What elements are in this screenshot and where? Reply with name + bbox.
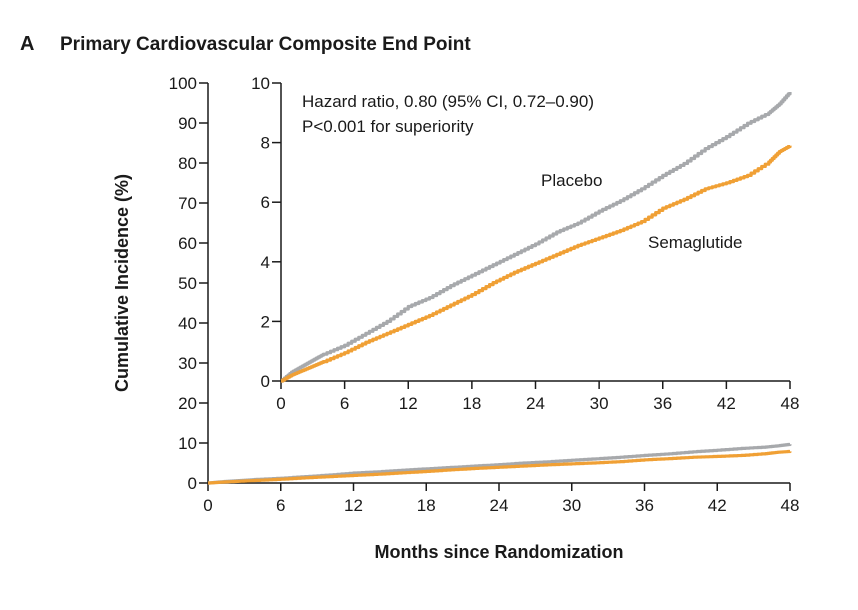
main-y-tick-label: 20: [178, 394, 197, 413]
main-y-tick-label: 80: [178, 154, 197, 173]
series-label-semaglutide: Semaglutide: [648, 233, 743, 252]
main-y-tick-label: 90: [178, 114, 197, 133]
inset-x-tick-label: 42: [717, 394, 736, 413]
main-x-tick-label: 0: [203, 496, 212, 515]
inset-x-tick-label: 48: [781, 394, 800, 413]
main-x-tick-label: 6: [276, 496, 285, 515]
inset-x-tick-label: 18: [462, 394, 481, 413]
inset-y-tick-label: 8: [261, 134, 270, 153]
main-line-semaglutide: [208, 449, 792, 485]
inset-y-tick-label: 2: [261, 312, 270, 331]
inset-y-tick-label: 0: [261, 372, 270, 391]
main-x-tick-label: 30: [562, 496, 581, 515]
hazard-ratio-annotation: Hazard ratio, 0.80 (95% CI, 0.72–0.90): [302, 92, 594, 111]
main-y-tick-label: 50: [178, 274, 197, 293]
main-series-group: [208, 442, 792, 485]
inset-x-tick-label: 30: [590, 394, 609, 413]
y-axis-label: Cumulative Incidence (%): [112, 174, 132, 392]
x-axis-label: Months since Randomization: [374, 542, 623, 562]
main-x-tick-label: 12: [344, 496, 363, 515]
inset-line-placebo: [281, 91, 792, 383]
inset-line-semaglutide: [281, 144, 792, 383]
main-x-tick-label: 42: [708, 496, 727, 515]
main-x-tick-label: 36: [635, 496, 654, 515]
main-x-tick-label: 24: [490, 496, 509, 515]
series-label-placebo: Placebo: [541, 171, 602, 190]
chart-title: Primary Cardiovascular Composite End Poi…: [60, 34, 471, 55]
inset-series-group: [281, 91, 792, 383]
main-y-tick-label: 40: [178, 314, 197, 333]
inset-x-tick-label: 36: [653, 394, 672, 413]
inset-x-tick-label: 24: [526, 394, 545, 413]
main-y-tick-label: 0: [188, 474, 197, 493]
main-y-tick-label: 70: [178, 194, 197, 213]
main-y-tick-label: 30: [178, 354, 197, 373]
inset-x-tick-label: 0: [276, 394, 285, 413]
main-x-tick-label: 48: [781, 496, 800, 515]
inset-y-tick-label: 6: [261, 193, 270, 212]
inset-y-tick-label: 4: [261, 253, 270, 272]
main-x-tick-label: 18: [417, 496, 436, 515]
inset-x-tick-label: 12: [399, 394, 418, 413]
inset-y-tick-label: 10: [251, 74, 270, 93]
panel-letter: A: [20, 33, 34, 55]
inset-x-tick-label: 6: [340, 394, 349, 413]
p-value-annotation: P<0.001 for superiority: [302, 117, 474, 136]
main-y-tick-label: 60: [178, 234, 197, 253]
main-y-tick-label: 100: [169, 74, 197, 93]
main-y-tick-label: 10: [178, 434, 197, 453]
